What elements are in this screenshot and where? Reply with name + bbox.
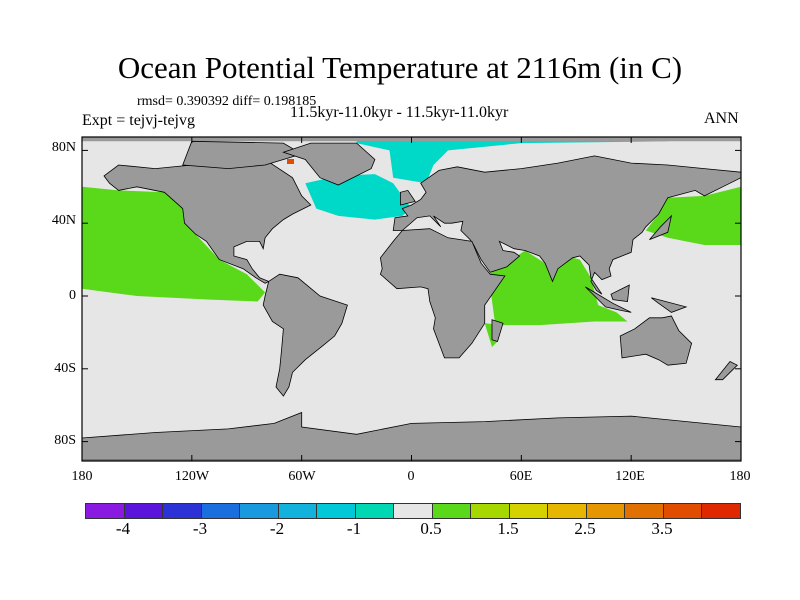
anomaly-red-cell: [287, 159, 294, 164]
plot-title: Ocean Potential Temperature at 2116m (in…: [117, 50, 683, 85]
lon-tick: 120W: [174, 469, 210, 484]
land-south-america: [262, 273, 348, 397]
anomaly-arctic: [356, 137, 668, 184]
colorbar: [85, 503, 741, 519]
experiment-label: Expt = tejvj-tejvg: [82, 112, 195, 129]
anomaly-west-pacific: [645, 186, 741, 245]
colorbar-swatch: [509, 504, 548, 518]
lat-tick: 80S: [54, 433, 76, 448]
colorbar-swatch: [586, 504, 625, 518]
colorbar-label: -3: [192, 519, 208, 538]
colorbar-swatch: [702, 504, 740, 518]
colorbar-swatch: [432, 504, 471, 518]
land-indonesia: [585, 286, 632, 313]
colorbar-label: 1.5: [497, 519, 519, 538]
colorbar-swatch: [471, 504, 510, 518]
anomaly-north-pacific: [82, 186, 266, 302]
lat-tick: 0: [69, 288, 76, 303]
land-arctic-islands: [182, 140, 303, 170]
land-antarctica: [82, 411, 741, 461]
lon-tick: 60W: [288, 469, 316, 484]
colorbar-swatch: [163, 504, 202, 518]
colorbar-swatch: [124, 504, 163, 518]
lat-tick: 80N: [51, 140, 76, 155]
colorbar-swatch: [355, 504, 394, 518]
period-label: 11.5kyr-11.0kyr - 11.5kyr-11.0kyr: [290, 104, 509, 121]
lon-tick: 180: [729, 469, 751, 484]
land-madagascar: [491, 319, 504, 343]
land-japan: [649, 214, 673, 240]
lon-tick: 120E: [615, 469, 645, 484]
land-africa: [379, 228, 506, 359]
lat-tick: 40N: [51, 213, 76, 228]
lon-tick: 0: [407, 469, 415, 484]
land-britain: [400, 189, 416, 206]
land-borneo: [610, 284, 630, 302]
land-new-zealand: [714, 360, 738, 381]
colorbar-swatch: [548, 504, 587, 518]
land-new-guinea: [651, 297, 688, 313]
lon-tick: 60E: [509, 469, 533, 484]
colorbar-swatch: [317, 504, 356, 518]
colorbar-swatch: [240, 504, 279, 518]
colorbar-label: 2.5: [574, 519, 596, 538]
lat-tick: 40S: [54, 361, 76, 376]
colorbar-swatch: [394, 504, 433, 518]
land-australia: [619, 315, 693, 366]
colorbar-label: -4: [115, 519, 131, 538]
land-north-america: [103, 159, 312, 284]
colorbar-swatch: [201, 504, 240, 518]
colorbar-label: -1: [346, 519, 362, 538]
colorbar-swatch: [278, 504, 317, 518]
season-label: ANN: [704, 110, 739, 127]
colorbar-swatch: [86, 504, 125, 518]
land-greenland: [282, 142, 376, 186]
colorbar-swatch: [625, 504, 664, 518]
stats-label: rmsd= 0.390392 diff= 0.198185: [137, 94, 317, 109]
anomaly-indian-ocean: [484, 250, 628, 347]
colorbar-label: 0.5: [420, 519, 442, 538]
lon-tick: 180: [71, 469, 93, 484]
colorbar-label: 3.5: [651, 519, 673, 538]
colorbar-label: -2: [269, 519, 285, 538]
colorbar-swatch: [663, 504, 702, 518]
anomaly-north-atlantic: [305, 174, 412, 220]
